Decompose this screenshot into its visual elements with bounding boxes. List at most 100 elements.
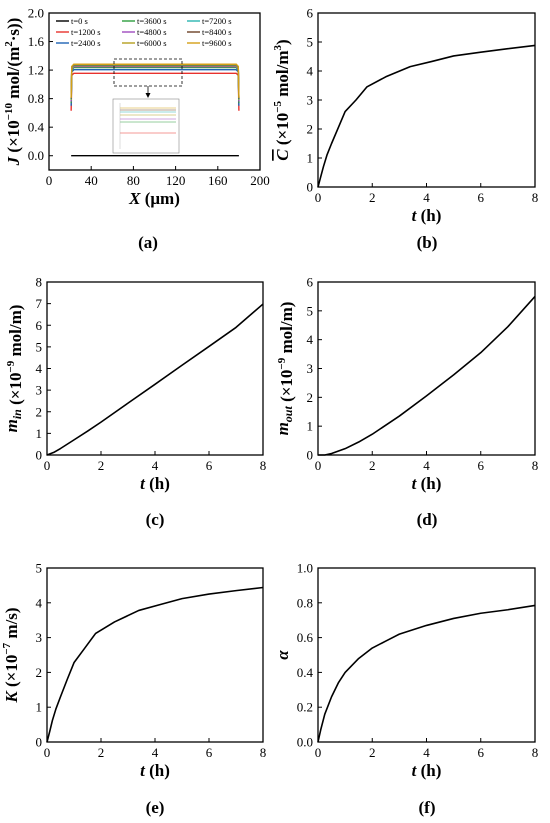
plot-frame: [317, 567, 536, 743]
x-tick-label: 4: [423, 458, 430, 473]
x-tick-label: 6: [478, 458, 485, 473]
series-line: [46, 586, 264, 743]
y-axis-label-prefix: (×10: [273, 113, 292, 150]
y-axis-label-unit: mol/(m: [4, 47, 23, 103]
y-axis-label-exponent-2: 2: [3, 41, 15, 47]
x-axis-label-symbol: t: [412, 206, 418, 225]
y-tick-label: 3: [36, 630, 43, 645]
y-tick-label: 3: [36, 383, 43, 398]
y-tick-label: 4: [36, 361, 43, 376]
x-axis-label-unit: (μm): [140, 189, 179, 208]
y-tick-label: 2: [307, 122, 314, 137]
x-axis-label: t (h): [412, 761, 442, 780]
y-axis-label-unit: mol/m): [6, 305, 25, 361]
x-axis-label-symbol: t: [140, 761, 146, 780]
x-tick-label: 2: [98, 458, 105, 473]
x-axis-label-unit: (h): [145, 474, 170, 493]
y-tick-label: 0.4: [297, 665, 314, 680]
y-axis-label-prefix: (×10: [277, 370, 296, 407]
x-axis-label-unit: (h): [416, 474, 441, 493]
y-axis-label-exponent: −5: [272, 100, 284, 112]
y-axis-label: α: [273, 650, 292, 660]
plot-frame: [48, 12, 261, 171]
y-tick-label: 1.0: [297, 561, 313, 576]
y-tick-label: 1: [36, 426, 43, 441]
y-tick-label: 2.0: [28, 6, 44, 21]
x-axis-label-unit: (h): [145, 761, 170, 780]
legend-entry: t=6000 s: [137, 38, 167, 48]
y-axis-label-exponent-2: 3: [272, 44, 284, 50]
x-tick-label: 4: [152, 745, 159, 760]
x-tick-label: 8: [532, 745, 539, 760]
legend-entry: t=3600 s: [137, 16, 167, 26]
y-tick-label: 0: [307, 180, 314, 195]
y-tick-label: 0.8: [28, 91, 44, 106]
y-tick-label: 1.2: [28, 63, 44, 78]
y-tick-label: 6: [307, 6, 314, 21]
subfigure-label: (e): [146, 798, 165, 817]
panel-e: 0 2 4 6 8 0 1 2 3 4 5 t (h) K (×10−7 m/s) (e): [1, 561, 266, 818]
subfigure-label: (f): [419, 798, 436, 817]
x-tick-label: 0: [46, 173, 53, 188]
y-axis-label: C (×10−5 mol/m3): [272, 39, 292, 160]
y-tick-label: 0.2: [297, 700, 313, 715]
zoom-arrow-head: [145, 93, 151, 98]
y-tick-label: 0: [307, 448, 314, 463]
y-tick-label: 7: [36, 296, 43, 311]
y-axis-label: mout (×10−9 mol/m): [273, 302, 296, 436]
x-tick-label: 8: [260, 458, 267, 473]
x-axis-label-symbol: t: [412, 474, 418, 493]
panel-f: 0 2 4 6 8 0.0 0.2 0.4 0.6 0.8 1.0 t (h) α (f): [273, 561, 538, 818]
x-axis-label-unit: (h): [416, 761, 441, 780]
panel-d: 0 2 4 6 8 0 1 2 3 4 5 6 t (h) mout (×10−9 mol/m) (d): [273, 275, 538, 530]
y-axis-label-unit-end: ): [273, 39, 292, 45]
y-axis-label: J (×10−10 mol/(m2·s)): [3, 18, 23, 167]
y-tick-label: 1.6: [28, 34, 45, 49]
inset-plot: [112, 98, 180, 154]
y-tick-label: 0: [36, 735, 43, 750]
series-line: [317, 604, 536, 743]
y-axis-label-unit: m/s): [2, 607, 21, 642]
y-tick-label: 3: [307, 361, 314, 376]
x-tick-label: 4: [152, 458, 159, 473]
y-tick-label: 4: [307, 332, 314, 347]
x-axis-label: t (h): [412, 474, 442, 493]
inset-frame: [112, 98, 180, 154]
x-tick-label: 120: [166, 173, 186, 188]
subfigure-label: (c): [146, 510, 165, 529]
subfigure-label: (d): [417, 510, 438, 529]
legend-entry: t=0 s: [71, 16, 88, 26]
plot-frame: [317, 281, 536, 456]
x-tick-label: 6: [478, 190, 485, 205]
y-tick-label: 0.0: [297, 735, 313, 750]
y-axis-label-symbol: C: [273, 149, 292, 161]
y-tick-label: 5: [36, 561, 43, 576]
y-tick-label: 5: [307, 35, 314, 50]
legend-entry: t=8400 s: [202, 27, 232, 37]
x-tick-label: 0: [315, 745, 322, 760]
x-tick-label: 2: [369, 190, 376, 205]
x-tick-label: 6: [206, 745, 213, 760]
x-tick-label: 40: [85, 173, 98, 188]
y-axis-label-symbol: m: [2, 419, 21, 432]
y-axis-label-unit: mol/m: [273, 50, 292, 101]
y-axis-label-prefix: (×10: [2, 655, 21, 692]
y-tick-label: 1: [307, 419, 314, 434]
series-line: [70, 65, 240, 102]
legend-entry: t=4800 s: [137, 27, 167, 37]
x-tick-label: 80: [127, 173, 140, 188]
series-line: [318, 295, 536, 456]
y-axis-label-exponent: −7: [1, 642, 13, 654]
panel-c: 0 2 4 6 8 0 1 2 3 4 5 6 7 8 t (h) min (×10−9 mol/m) (c): [2, 275, 266, 530]
y-tick-label: 6: [307, 275, 314, 290]
y-axis-label: K (×10−7 m/s): [1, 607, 21, 703]
y-axis-label-subscript: out: [281, 406, 295, 423]
x-tick-label: 6: [206, 458, 213, 473]
series-line: [70, 64, 240, 101]
legend-entry: t=7200 s: [202, 16, 232, 26]
y-tick-label: 3: [307, 93, 314, 108]
y-tick-label: 8: [36, 275, 43, 290]
y-tick-label: 2: [36, 404, 43, 419]
